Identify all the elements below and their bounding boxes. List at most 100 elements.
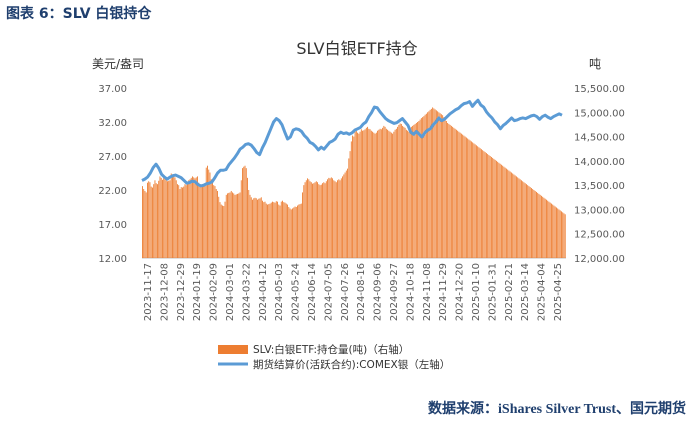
legend-label-bar: SLV:白银ETF:持仓量(吨)（右轴） bbox=[253, 343, 409, 356]
bar bbox=[214, 186, 216, 258]
bar bbox=[160, 177, 162, 258]
legend: SLV:白银ETF:持仓量(吨)（右轴） 期货结算价(活跃合约):COMEX银（… bbox=[218, 343, 450, 371]
bar bbox=[193, 177, 195, 258]
bar bbox=[515, 176, 517, 258]
right-tick-label: 15,000.00 bbox=[574, 108, 625, 119]
bar bbox=[509, 171, 511, 258]
bar bbox=[408, 131, 410, 258]
bar bbox=[563, 213, 565, 258]
bar bbox=[248, 190, 250, 258]
bar bbox=[148, 181, 150, 258]
bar bbox=[309, 181, 311, 258]
bar bbox=[557, 208, 559, 258]
bar bbox=[208, 169, 210, 258]
x-tick-label: 2024-11-29 bbox=[438, 263, 449, 321]
bar bbox=[293, 207, 295, 258]
x-tick-label: 2023-12-08 bbox=[159, 263, 170, 321]
bar bbox=[229, 192, 231, 258]
bar bbox=[475, 145, 477, 258]
bar bbox=[540, 195, 542, 258]
bar bbox=[477, 146, 479, 258]
bar bbox=[420, 118, 422, 258]
bar bbox=[352, 135, 354, 258]
bar bbox=[313, 183, 315, 258]
bar bbox=[510, 172, 512, 258]
x-tick-label: 2024-05-03 bbox=[274, 263, 285, 321]
right-tick-label: 12,500.00 bbox=[574, 230, 625, 241]
x-tick-label: 2024-05-24 bbox=[291, 263, 302, 321]
bar bbox=[529, 187, 531, 258]
bar bbox=[550, 203, 552, 258]
bar bbox=[462, 134, 464, 258]
bar bbox=[387, 129, 389, 258]
bar bbox=[543, 197, 545, 258]
x-tick-label: 2024-03-01 bbox=[225, 263, 236, 321]
bar bbox=[353, 136, 355, 258]
bar bbox=[340, 178, 342, 258]
bar bbox=[360, 129, 362, 258]
bar bbox=[290, 209, 292, 258]
bar bbox=[202, 186, 203, 258]
bar bbox=[437, 111, 439, 258]
bar bbox=[205, 167, 207, 258]
bar bbox=[342, 176, 344, 258]
bar bbox=[150, 186, 152, 258]
bar bbox=[182, 187, 183, 258]
bar bbox=[444, 119, 446, 258]
bar bbox=[232, 192, 233, 258]
bar bbox=[212, 182, 213, 258]
bar bbox=[480, 149, 482, 258]
bar bbox=[455, 129, 457, 258]
bar bbox=[450, 125, 452, 258]
left-axis-ticks: 12.00 17.00 22.00 27.00 32.00 37.00 bbox=[98, 84, 127, 265]
bar bbox=[174, 177, 176, 258]
bar bbox=[167, 181, 168, 258]
bar bbox=[210, 179, 212, 258]
bar bbox=[399, 123, 401, 259]
bar bbox=[404, 127, 406, 258]
left-axis-unit: 美元/盎司 bbox=[92, 57, 144, 71]
bar bbox=[350, 141, 352, 258]
bar bbox=[327, 179, 329, 258]
bar bbox=[498, 162, 500, 258]
x-tick-label: 2024-07-26 bbox=[340, 263, 351, 321]
bar bbox=[199, 184, 201, 258]
bar bbox=[485, 153, 487, 258]
bar bbox=[447, 122, 449, 258]
bar bbox=[558, 209, 560, 258]
bar bbox=[453, 127, 455, 258]
bar bbox=[190, 177, 192, 258]
bar bbox=[219, 202, 221, 258]
bar bbox=[262, 200, 263, 258]
bar bbox=[330, 177, 332, 258]
bar bbox=[424, 114, 426, 259]
bar bbox=[284, 202, 286, 258]
bar bbox=[412, 125, 414, 258]
bar bbox=[358, 133, 360, 258]
bar bbox=[354, 131, 356, 258]
bar bbox=[287, 204, 288, 258]
bar bbox=[374, 133, 376, 258]
bar bbox=[215, 189, 217, 258]
right-tick-label: 15,500.00 bbox=[574, 84, 625, 95]
bar bbox=[250, 197, 252, 258]
bar bbox=[303, 185, 305, 258]
bar bbox=[410, 126, 412, 258]
bar bbox=[253, 198, 255, 258]
bar bbox=[333, 180, 335, 258]
bar bbox=[385, 128, 387, 258]
bar bbox=[258, 198, 260, 258]
bar bbox=[259, 198, 261, 258]
bar bbox=[213, 185, 215, 258]
bar bbox=[502, 165, 504, 258]
bar bbox=[292, 208, 293, 258]
x-tick-label: 2024-02-09 bbox=[209, 263, 220, 321]
bar bbox=[277, 201, 278, 258]
bar bbox=[179, 189, 181, 258]
right-axis-unit: 吨 bbox=[589, 57, 601, 71]
bar bbox=[484, 152, 486, 258]
x-tick-label: 2024-07-05 bbox=[323, 263, 334, 321]
bar bbox=[223, 206, 225, 258]
bar bbox=[299, 204, 301, 258]
bar bbox=[158, 180, 160, 258]
